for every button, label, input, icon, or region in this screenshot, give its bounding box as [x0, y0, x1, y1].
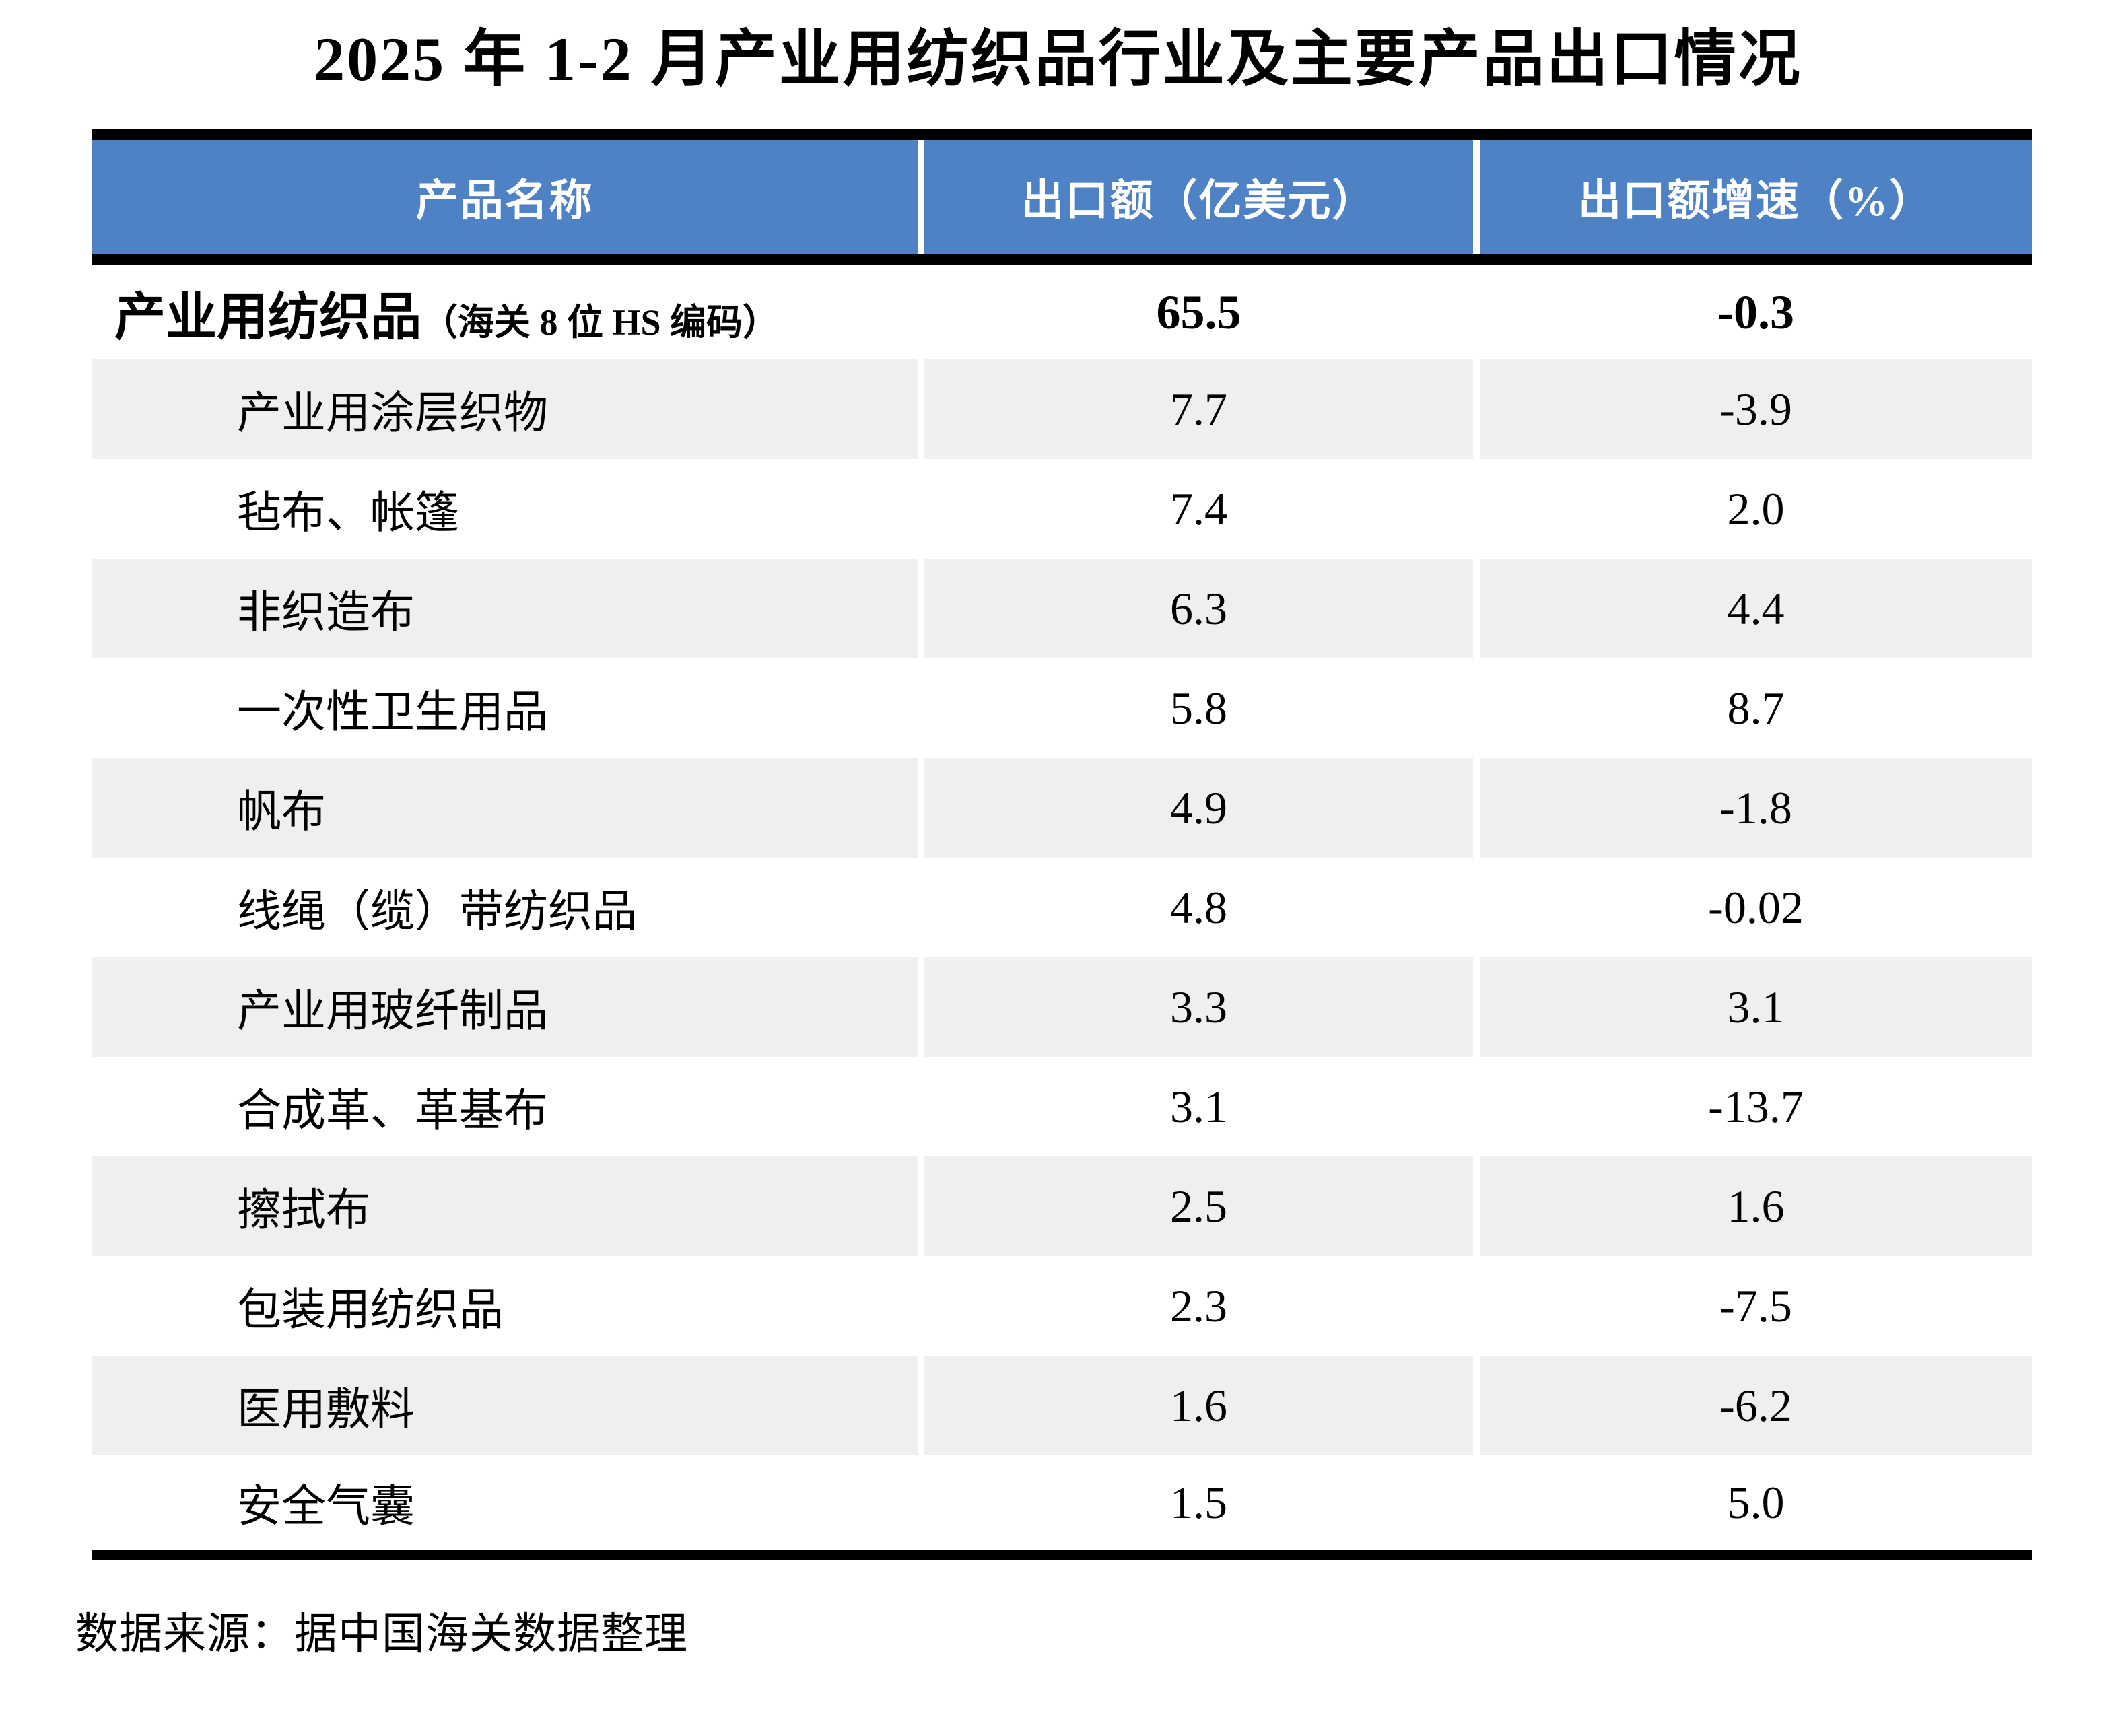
table-body: 产业用纺织品（海关 8 位 HS 编码） 65.5 -0.3 产业用涂层织物 7…	[92, 260, 2032, 1561]
export-growth-cell: -13.7	[1473, 1057, 2032, 1157]
export-value-cell: 2.3	[918, 1256, 1476, 1356]
product-name-label: 线绳（缆）带纺织品	[237, 887, 637, 937]
product-name-cell: 非织造布	[92, 559, 921, 659]
product-name-cell: 毡布、帐篷	[92, 459, 921, 559]
export-value-cell: 4.8	[918, 858, 1476, 958]
product-name-cell: 产业用玻纤制品	[92, 957, 921, 1057]
table-header-row: 产品名称 出口额（亿美元） 出口额增速（%）	[92, 129, 2032, 266]
col-header-export-growth: 出口额增速（%）	[1473, 129, 2032, 266]
export-value-cell: 7.4	[918, 459, 1476, 559]
product-name-cell: 安全气囊	[92, 1455, 921, 1561]
product-name-label: 一次性卫生用品	[237, 688, 548, 738]
product-name-label: 安全气囊	[237, 1482, 415, 1532]
table-row: 线绳（缆）带纺织品 4.8 -0.02	[92, 858, 2032, 958]
table-row: 包装用纺织品 2.3 -7.5	[92, 1256, 2032, 1356]
table-row: 帆布 4.9 -1.8	[92, 758, 2032, 858]
product-name-label: 产业用涂层织物	[237, 389, 548, 439]
export-value-cell: 5.8	[918, 658, 1476, 759]
product-name-cell: 帆布	[92, 758, 921, 858]
export-growth-cell: -7.5	[1473, 1256, 2032, 1356]
table-row: 医用敷料 1.6 -6.2	[92, 1356, 2032, 1456]
product-name-cell: 包装用纺织品	[92, 1256, 921, 1356]
export-growth-cell: -0.02	[1473, 858, 2032, 958]
table-row: 合成革、革基布 3.1 -13.7	[92, 1057, 2032, 1157]
export-value-cell: 1.5	[918, 1455, 1476, 1561]
export-value-cell: 1.6	[918, 1356, 1476, 1456]
export-growth-cell: 5.0	[1473, 1455, 2032, 1561]
product-name-label: 非织造布	[237, 588, 415, 638]
export-growth-cell: 8.7	[1473, 658, 2032, 759]
product-name-label: 擦拭布	[237, 1186, 370, 1236]
product-name-label: 合成革、革基布	[237, 1086, 548, 1136]
table-row: 产业用玻纤制品 3.3 3.1	[92, 957, 2032, 1057]
product-name-label: 毡布、帐篷	[237, 489, 459, 539]
table-row: 安全气囊 1.5 5.0	[92, 1455, 2032, 1561]
product-name-label: 医用敷料	[237, 1385, 415, 1435]
product-name-cell: 线绳（缆）带纺织品	[92, 858, 921, 958]
table-row: 产业用涂层织物 7.7 -3.9	[92, 359, 2032, 460]
product-name-note: （海关 8 位 HS 编码）	[421, 302, 780, 343]
data-source-note: 数据来源：据中国海关数据整理	[75, 1610, 688, 1659]
export-value-cell: 6.3	[918, 559, 1476, 659]
export-growth-cell: -6.2	[1473, 1356, 2032, 1456]
export-value-cell: 2.5	[918, 1156, 1476, 1257]
product-name-cell: 一次性卫生用品	[92, 658, 921, 759]
export-growth-cell: 3.1	[1473, 957, 2032, 1057]
export-growth-cell: 1.6	[1473, 1156, 2032, 1257]
page-title: 2025 年 1-2 月产业用纺织品行业及主要产品出口情况	[314, 25, 1802, 94]
product-name-cell: 医用敷料	[92, 1356, 921, 1456]
product-name-label: 产业用玻纤制品	[237, 987, 548, 1037]
export-growth-cell: 4.4	[1473, 559, 2032, 659]
product-name-label: 帆布	[237, 788, 326, 837]
export-growth-cell: 2.0	[1473, 459, 2032, 559]
export-value-cell: 65.5	[918, 260, 1476, 360]
export-value-cell: 3.1	[918, 1057, 1476, 1157]
export-value-cell: 3.3	[918, 957, 1476, 1057]
table-row: 擦拭布 2.5 1.6	[92, 1156, 2032, 1257]
table-row: 产业用纺织品（海关 8 位 HS 编码） 65.5 -0.3	[92, 260, 2032, 360]
export-value-cell: 4.9	[918, 758, 1476, 858]
export-value-cell: 7.7	[918, 359, 1476, 460]
export-growth-cell: -0.3	[1473, 260, 2032, 360]
table-row: 一次性卫生用品 5.8 8.7	[92, 658, 2032, 759]
table-row: 非织造布 6.3 4.4	[92, 559, 2032, 659]
product-name-cell: 合成革、革基布	[92, 1057, 921, 1157]
export-table: 产品名称 出口额（亿美元） 出口额增速（%） 产业用纺织品（海关 8 位 HS …	[92, 129, 2032, 1561]
export-growth-cell: -3.9	[1473, 359, 2032, 460]
col-header-product-name: 产品名称	[92, 129, 921, 266]
product-name-cell: 产业用涂层织物	[92, 359, 921, 460]
table-row: 毡布、帐篷 7.4 2.0	[92, 459, 2032, 559]
export-growth-cell: -1.8	[1473, 758, 2032, 858]
product-name-cell: 产业用纺织品（海关 8 位 HS 编码）	[92, 260, 921, 360]
product-name-label: 产业用纺织品	[114, 289, 421, 347]
product-name-label: 包装用纺织品	[237, 1286, 504, 1335]
product-name-cell: 擦拭布	[92, 1156, 921, 1257]
col-header-export-value: 出口额（亿美元）	[918, 129, 1476, 266]
